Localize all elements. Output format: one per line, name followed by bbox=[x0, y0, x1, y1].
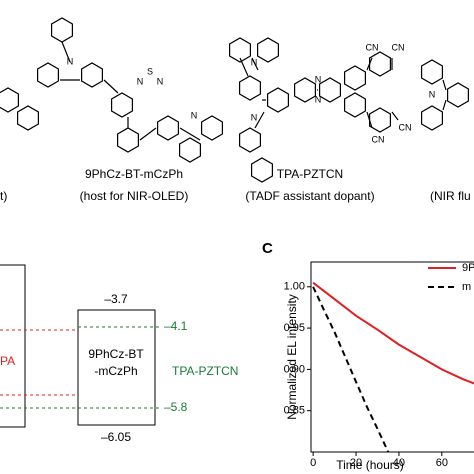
ring bbox=[0, 87, 19, 113]
axis-frame bbox=[310, 261, 474, 453]
ring bbox=[116, 127, 139, 153]
atom-label: N bbox=[157, 76, 164, 86]
level-value: –6.05 bbox=[101, 430, 131, 444]
bond bbox=[366, 57, 373, 71]
atom-label: N bbox=[191, 110, 198, 120]
series-line bbox=[312, 281, 474, 385]
molecule-name: 9PhCz-BT-mCzPh bbox=[85, 167, 183, 181]
x-tick-label: 0 bbox=[310, 457, 316, 469]
y-tick-label: 0.90 bbox=[284, 363, 305, 375]
ring bbox=[201, 115, 223, 141]
ring bbox=[110, 92, 133, 118]
bond bbox=[179, 127, 201, 141]
legend-label: m bbox=[462, 281, 471, 293]
bond bbox=[103, 79, 119, 94]
box-label: -mCzPh bbox=[94, 364, 137, 378]
box-label: 9PhCz-BT bbox=[88, 347, 144, 361]
ring bbox=[50, 17, 74, 43]
atom-label: S bbox=[147, 66, 153, 76]
atom-label: CN bbox=[399, 122, 412, 132]
ring bbox=[369, 51, 391, 77]
dopant-label: TPA-PZTCN bbox=[172, 364, 238, 378]
x-axis-label: Time (hours) bbox=[336, 458, 404, 472]
atom-label: CN bbox=[366, 42, 379, 52]
ring bbox=[369, 107, 391, 133]
atom-label: CN bbox=[392, 42, 405, 52]
bond bbox=[366, 111, 373, 129]
y-tick-label: 1.00 bbox=[284, 281, 305, 293]
ring bbox=[80, 62, 104, 88]
level-value: –3.7 bbox=[104, 292, 128, 306]
ring bbox=[294, 77, 316, 103]
y-tick-label: 0.85 bbox=[284, 405, 305, 417]
bond bbox=[442, 79, 447, 91]
atom-label: N bbox=[251, 112, 258, 122]
atom-label: CN bbox=[372, 134, 385, 144]
bond bbox=[251, 57, 259, 71]
ring bbox=[319, 77, 341, 103]
ring bbox=[421, 59, 443, 85]
molecule-name: TPA-PZTCN bbox=[277, 167, 343, 181]
series-line bbox=[312, 286, 390, 453]
x-tick-label: 40 bbox=[393, 457, 405, 469]
ring bbox=[267, 87, 289, 113]
level-box bbox=[77, 309, 156, 426]
panel-label: C bbox=[262, 240, 273, 257]
bond bbox=[442, 99, 447, 111]
atom-label: N bbox=[251, 57, 258, 67]
level-value: –4.1 bbox=[164, 319, 188, 333]
atom-label: N bbox=[137, 76, 144, 86]
level-box bbox=[0, 264, 26, 428]
ring bbox=[239, 127, 261, 153]
ring bbox=[36, 62, 60, 88]
ring bbox=[447, 82, 469, 108]
y-axis-label: Normalized EL intensity bbox=[285, 294, 299, 420]
x-tick-label: 20 bbox=[350, 457, 362, 469]
ring bbox=[344, 92, 366, 118]
ring bbox=[257, 37, 279, 63]
atom-label: N bbox=[315, 94, 322, 104]
molecule-role: (TADF assistant dopant) bbox=[245, 189, 374, 203]
ring bbox=[179, 137, 201, 163]
bond bbox=[391, 111, 399, 121]
level-label: PA bbox=[0, 354, 15, 368]
ring bbox=[229, 37, 251, 63]
structure-role: (NIR flu bbox=[430, 189, 471, 203]
ring bbox=[239, 75, 261, 101]
bond bbox=[254, 111, 265, 129]
ring bbox=[344, 65, 366, 91]
atom-label: N bbox=[429, 89, 436, 99]
bond bbox=[139, 127, 157, 141]
atom-label: N bbox=[315, 74, 322, 84]
ring bbox=[157, 115, 179, 141]
ring bbox=[17, 105, 40, 131]
legend-label: 9P bbox=[462, 262, 474, 274]
structure-role: t) bbox=[0, 189, 7, 203]
molecule-role: (host for NIR-OLED) bbox=[80, 189, 189, 203]
y-tick-label: 0.95 bbox=[284, 322, 305, 334]
ring bbox=[251, 157, 273, 183]
bond bbox=[61, 41, 71, 63]
ring bbox=[421, 105, 443, 131]
atom-label: N bbox=[67, 56, 74, 66]
level-value: –5.8 bbox=[164, 400, 188, 414]
x-tick-label: 60 bbox=[436, 457, 448, 469]
bond bbox=[239, 57, 249, 77]
